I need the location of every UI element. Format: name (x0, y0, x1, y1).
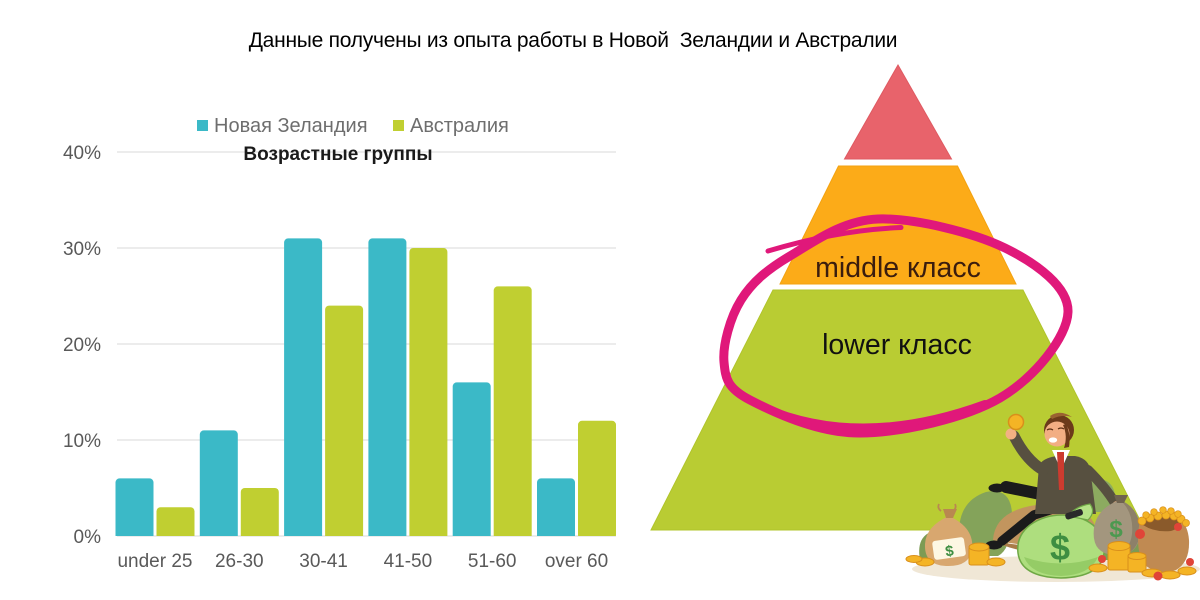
svg-text:$: $ (1050, 527, 1070, 568)
svg-text:over 60: over 60 (545, 551, 608, 572)
svg-text:lower класс: lower класс (822, 329, 972, 361)
svg-text:20%: 20% (63, 335, 101, 356)
svg-text:Возрастные группы: Возрастные группы (243, 144, 432, 165)
svg-text:51-60: 51-60 (468, 551, 517, 572)
svg-text:Новая Зеландия: Новая Зеландия (214, 115, 368, 137)
svg-text:30%: 30% (63, 239, 101, 260)
svg-text:under 25: under 25 (117, 551, 192, 572)
svg-text:30-41: 30-41 (299, 551, 348, 572)
svg-text:26-30: 26-30 (215, 551, 264, 572)
svg-text:Данные получены из опыта работ: Данные получены из опыта работы в Новой … (249, 29, 898, 52)
svg-text:middle класс: middle класс (815, 252, 981, 284)
svg-text:$: $ (1109, 516, 1123, 543)
svg-text:0%: 0% (74, 527, 102, 548)
svg-text:10%: 10% (63, 431, 101, 452)
svg-text:Австралия: Австралия (410, 115, 509, 137)
svg-text:40%: 40% (63, 143, 101, 164)
svg-text:$: $ (944, 542, 955, 560)
svg-text:41-50: 41-50 (384, 551, 433, 572)
